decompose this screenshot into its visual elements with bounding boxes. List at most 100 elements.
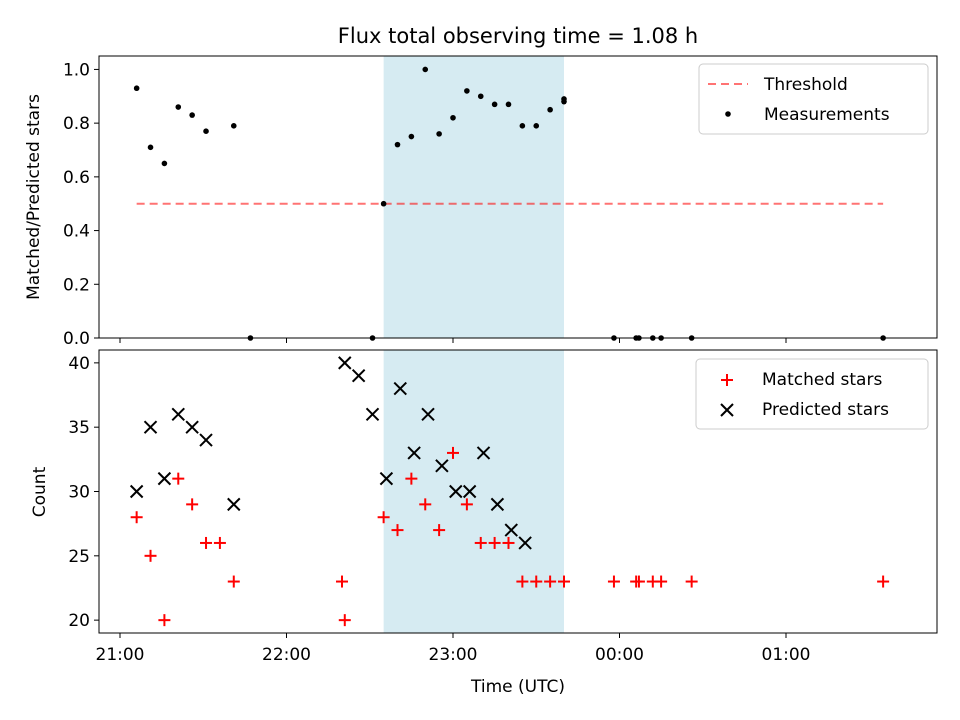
top-y-tick-label: 1.0: [63, 60, 90, 80]
top-y-tick-label: 0.8: [63, 114, 90, 134]
matched-star-point: [460, 498, 473, 511]
top-panel: 0.0 0.2 0.4 0.6 0.8 1.0 Matched/Predicted sta…: [24, 55, 938, 349]
top-legend-box: [698, 63, 929, 135]
matched-star-point: [336, 575, 348, 588]
observing-window-shade: [383, 350, 564, 633]
matched-star-point: [474, 536, 487, 549]
matched-star-point: [130, 511, 143, 524]
measurement-point: [394, 141, 401, 148]
predicted-star-point: [504, 523, 518, 537]
top-y-tick-label: 0.2: [63, 275, 90, 295]
predicted-star-point: [379, 471, 394, 486]
top-x-ticks: [119, 338, 787, 343]
predicted-star-point: [476, 446, 491, 460]
measurement-point: [380, 200, 387, 207]
predicted-star-point: [407, 446, 421, 460]
bottom-y-tick-label: 40: [68, 354, 90, 374]
matched-star-point: [144, 549, 157, 562]
matched-star-point: [433, 524, 446, 537]
bottom-y-tick-label: 35: [68, 418, 90, 438]
bottom-panel: 20 25 30 35 40 21:00 22:00 23:00 00:00 01:00 Cou…: [30, 349, 938, 697]
top-y-axis-label: Matched/Predicted stars: [24, 94, 44, 300]
predicted-star-point: [227, 497, 241, 512]
matched-star-point: [530, 575, 543, 588]
matched-star-point: [558, 575, 570, 588]
measurement-point: [161, 160, 168, 167]
predicted-star-point: [518, 536, 532, 550]
bottom-y-ticks: 20 25 30 35 40: [68, 354, 99, 631]
matched-star-point: [172, 472, 185, 485]
predicted-star-point: [185, 420, 199, 434]
top-y-tick-label: 0.6: [63, 168, 90, 188]
matched-star-point: [338, 614, 351, 627]
predicted-star-point: [365, 407, 380, 422]
matched-star-point: [377, 511, 390, 524]
measurement-point: [477, 93, 484, 100]
matched-stars-points: [130, 446, 890, 627]
measurement-point: [175, 104, 182, 110]
measurement-point: [133, 85, 140, 92]
legend-measurements-label: Measurements: [764, 105, 890, 125]
matched-star-point: [186, 498, 199, 511]
measurement-point: [436, 131, 442, 137]
predicted-star-point: [157, 471, 172, 486]
measurement-point: [533, 123, 540, 129]
predicted-star-point: [490, 497, 505, 512]
predicted-star-point: [338, 356, 352, 370]
matched-star-point: [213, 536, 226, 549]
bottom-legend-box: [695, 358, 929, 430]
matched-star-point: [685, 575, 698, 588]
measurement-point: [491, 101, 498, 108]
predicted-star-point: [393, 381, 407, 396]
legend-predicted-swatch: [720, 403, 734, 417]
x-tick-label: 01:00: [762, 645, 811, 665]
measurement-point: [505, 101, 512, 108]
x-tick-label: 23:00: [429, 645, 478, 665]
measurement-point: [422, 66, 429, 73]
predicted-star-point: [129, 484, 144, 499]
bottom-y-tick-label: 25: [68, 547, 90, 567]
predicted-star-point: [421, 407, 435, 422]
predicted-star-point: [462, 484, 477, 499]
matched-star-point: [405, 472, 418, 485]
top-axes-frame: [98, 55, 938, 339]
measurement-point: [408, 133, 415, 140]
legend-matched-swatch: [721, 374, 733, 386]
legend-threshold-label: Threshold: [763, 75, 848, 95]
top-legend: Threshold Measurements: [698, 63, 929, 135]
matched-star-point: [200, 536, 213, 549]
chart-title: Flux total observing time = 1.08 h: [338, 24, 698, 48]
bottom-legend: Matched stars Predicted stars: [695, 358, 929, 430]
predicted-star-point: [351, 369, 366, 383]
bottom-y-axis-label: Count: [30, 466, 50, 517]
x-tick-label: 00:00: [595, 645, 644, 665]
matched-star-point: [607, 575, 620, 588]
matched-star-point: [391, 524, 404, 537]
legend-matched-label: Matched stars: [762, 370, 882, 390]
matched-star-point: [516, 575, 529, 588]
predicted-star-point: [143, 420, 158, 434]
matched-star-point: [447, 446, 459, 459]
bottom-y-tick-label: 20: [68, 611, 90, 631]
predicted-star-point: [435, 459, 449, 473]
legend-measurement-swatch: [725, 111, 731, 117]
measurement-point: [230, 123, 237, 129]
matched-star-point: [877, 575, 890, 588]
x-tick-label: 21:00: [96, 645, 145, 665]
top-y-tick-label: 0.4: [63, 222, 90, 242]
matched-star-point: [158, 614, 171, 627]
observing-window-shade: [383, 56, 564, 338]
matched-star-point: [502, 536, 515, 549]
measurement-point: [519, 123, 526, 129]
measurement-point: [561, 98, 567, 105]
matched-star-point: [227, 575, 240, 588]
measurement-point: [189, 112, 195, 118]
x-axis-label: Time (UTC): [470, 677, 565, 697]
predicted-star-point: [199, 433, 213, 447]
bottom-x-ticks: 21:00 22:00 23:00 00:00 01:00: [96, 633, 811, 665]
matched-star-point: [488, 536, 501, 549]
matched-star-point: [544, 575, 557, 588]
top-y-ticks: 0.0 0.2 0.4 0.6 0.8 1.0: [63, 60, 99, 349]
measurement-point: [203, 128, 209, 134]
